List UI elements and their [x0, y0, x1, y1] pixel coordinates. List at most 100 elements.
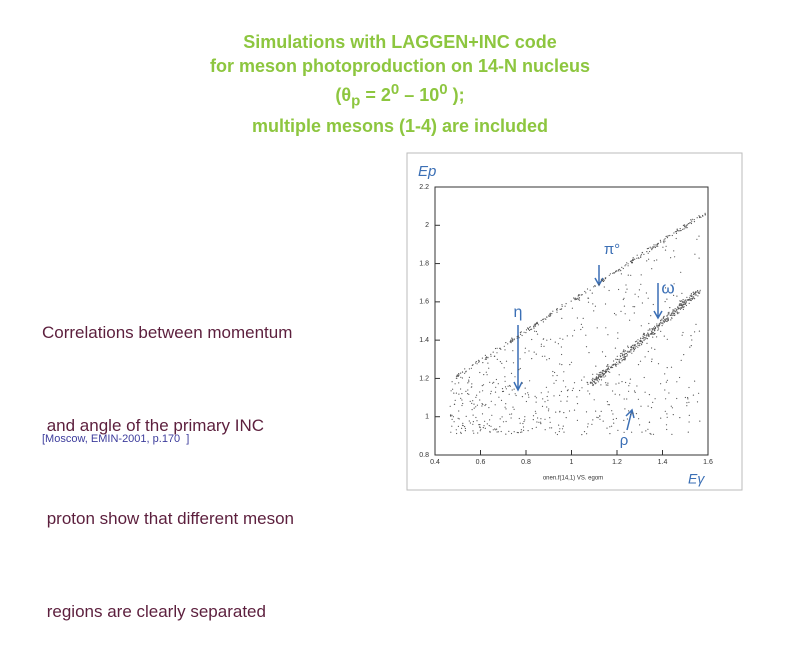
scatter-dot — [516, 431, 518, 434]
scatter-dot — [541, 355, 544, 357]
scatter-dot — [490, 390, 492, 392]
scatter-dot — [614, 393, 616, 395]
scatter-dot — [504, 406, 506, 408]
scatter-dot — [615, 383, 617, 385]
slide: Simulations with LAGGEN+INC code for mes… — [42, 32, 743, 621]
scatter-dot — [666, 235, 668, 237]
scatter-dot — [597, 377, 599, 379]
scatter-dot — [468, 393, 470, 395]
scatter-dot — [467, 389, 469, 391]
scatter-dot — [683, 306, 685, 308]
scatter-dot — [458, 393, 460, 395]
scatter-dot — [614, 363, 617, 365]
scatter-dot — [636, 385, 638, 387]
scatter-dot — [689, 346, 691, 348]
x-label: Eγ — [688, 471, 705, 487]
scatter-dot — [637, 341, 639, 343]
scatter-dot — [624, 408, 626, 410]
scatter-dot — [664, 320, 666, 322]
scatter-dot — [456, 377, 458, 379]
scatter-dot — [618, 288, 620, 291]
scatter-dot — [510, 432, 513, 435]
scatter-dot — [529, 380, 531, 382]
scatter-dot — [619, 268, 621, 270]
scatter-dot — [665, 320, 667, 322]
scatter-dot — [471, 402, 473, 404]
scatter-dot — [649, 246, 651, 248]
scatter-dot — [461, 393, 463, 395]
scatter-dot — [552, 310, 554, 312]
scatter-dot — [527, 430, 529, 432]
scatter-dot — [501, 362, 503, 364]
scatter-dot — [537, 417, 539, 419]
scatter-dot — [476, 394, 478, 396]
body-line: and angle of the primary INC — [42, 416, 265, 435]
scatter-dot — [483, 374, 485, 376]
scatter-dot — [603, 279, 605, 281]
scatter-dot — [607, 334, 609, 336]
scatter-dot — [524, 416, 526, 418]
scatter-dot — [651, 268, 653, 270]
scatter-dot — [602, 280, 605, 282]
scatter-dot — [670, 257, 672, 259]
scatter-dot — [650, 333, 652, 335]
scatter-dot — [637, 346, 639, 348]
x-tick-label: 1.4 — [658, 459, 668, 466]
scatter-dot — [535, 353, 537, 355]
scatter-dot — [625, 284, 627, 286]
scatter-dot — [521, 334, 523, 337]
scatter-dot — [680, 271, 682, 273]
scatter-dot — [680, 307, 682, 309]
scatter-dot — [626, 350, 628, 352]
scatter-dot — [640, 342, 642, 344]
scatter-dot — [661, 318, 663, 320]
scatter-dot — [640, 254, 643, 256]
scatter-dot — [478, 360, 480, 362]
scatter-dot — [609, 371, 611, 373]
scatter-dot — [627, 265, 629, 267]
scatter-dot — [585, 411, 588, 413]
scatter-dot — [492, 429, 494, 431]
scatter-dot — [533, 351, 535, 353]
scatter-dot — [628, 390, 630, 392]
scatter-dot — [679, 308, 682, 310]
scatter-dot — [684, 396, 687, 399]
scatter-dot — [679, 228, 681, 230]
scatter-dot — [694, 294, 696, 296]
scatter-dot — [617, 363, 619, 365]
scatter-dot — [559, 363, 561, 365]
scatter-dot — [572, 335, 574, 337]
scatter-dot — [665, 424, 668, 426]
scatter-dot — [475, 396, 477, 398]
scatter-dot — [676, 309, 678, 311]
scatter-dot — [636, 257, 638, 259]
scatter-dot — [464, 368, 466, 370]
scatter-dot — [656, 259, 658, 261]
scatter-dot — [479, 424, 481, 426]
scatter-dot — [605, 382, 607, 384]
scatter-dot — [624, 358, 626, 360]
scatter-dot — [511, 413, 513, 415]
scatter-dot — [566, 400, 568, 402]
scatter-dot — [499, 361, 501, 363]
scatter-dot — [573, 329, 576, 331]
scatter-dot — [697, 295, 699, 297]
scatter-dot — [564, 305, 566, 307]
scatter-dot — [607, 382, 609, 384]
scatter-dot — [503, 345, 505, 347]
scatter-dot — [582, 326, 584, 328]
scatter-dot — [501, 388, 504, 390]
scatter-dot — [511, 337, 513, 339]
scatter-dot — [696, 217, 698, 219]
scatter-dot — [450, 415, 452, 417]
scatter-dot — [475, 361, 477, 363]
t: 0 — [390, 81, 400, 98]
scatter-dot — [499, 347, 501, 349]
scatter-dot — [623, 351, 625, 353]
scatter-dot — [517, 432, 519, 434]
scatter-dot — [503, 367, 505, 369]
scatter-dot — [604, 372, 606, 375]
scatter-dot — [640, 405, 642, 407]
scatter-dot — [647, 333, 650, 336]
scatter-dot — [626, 418, 629, 420]
